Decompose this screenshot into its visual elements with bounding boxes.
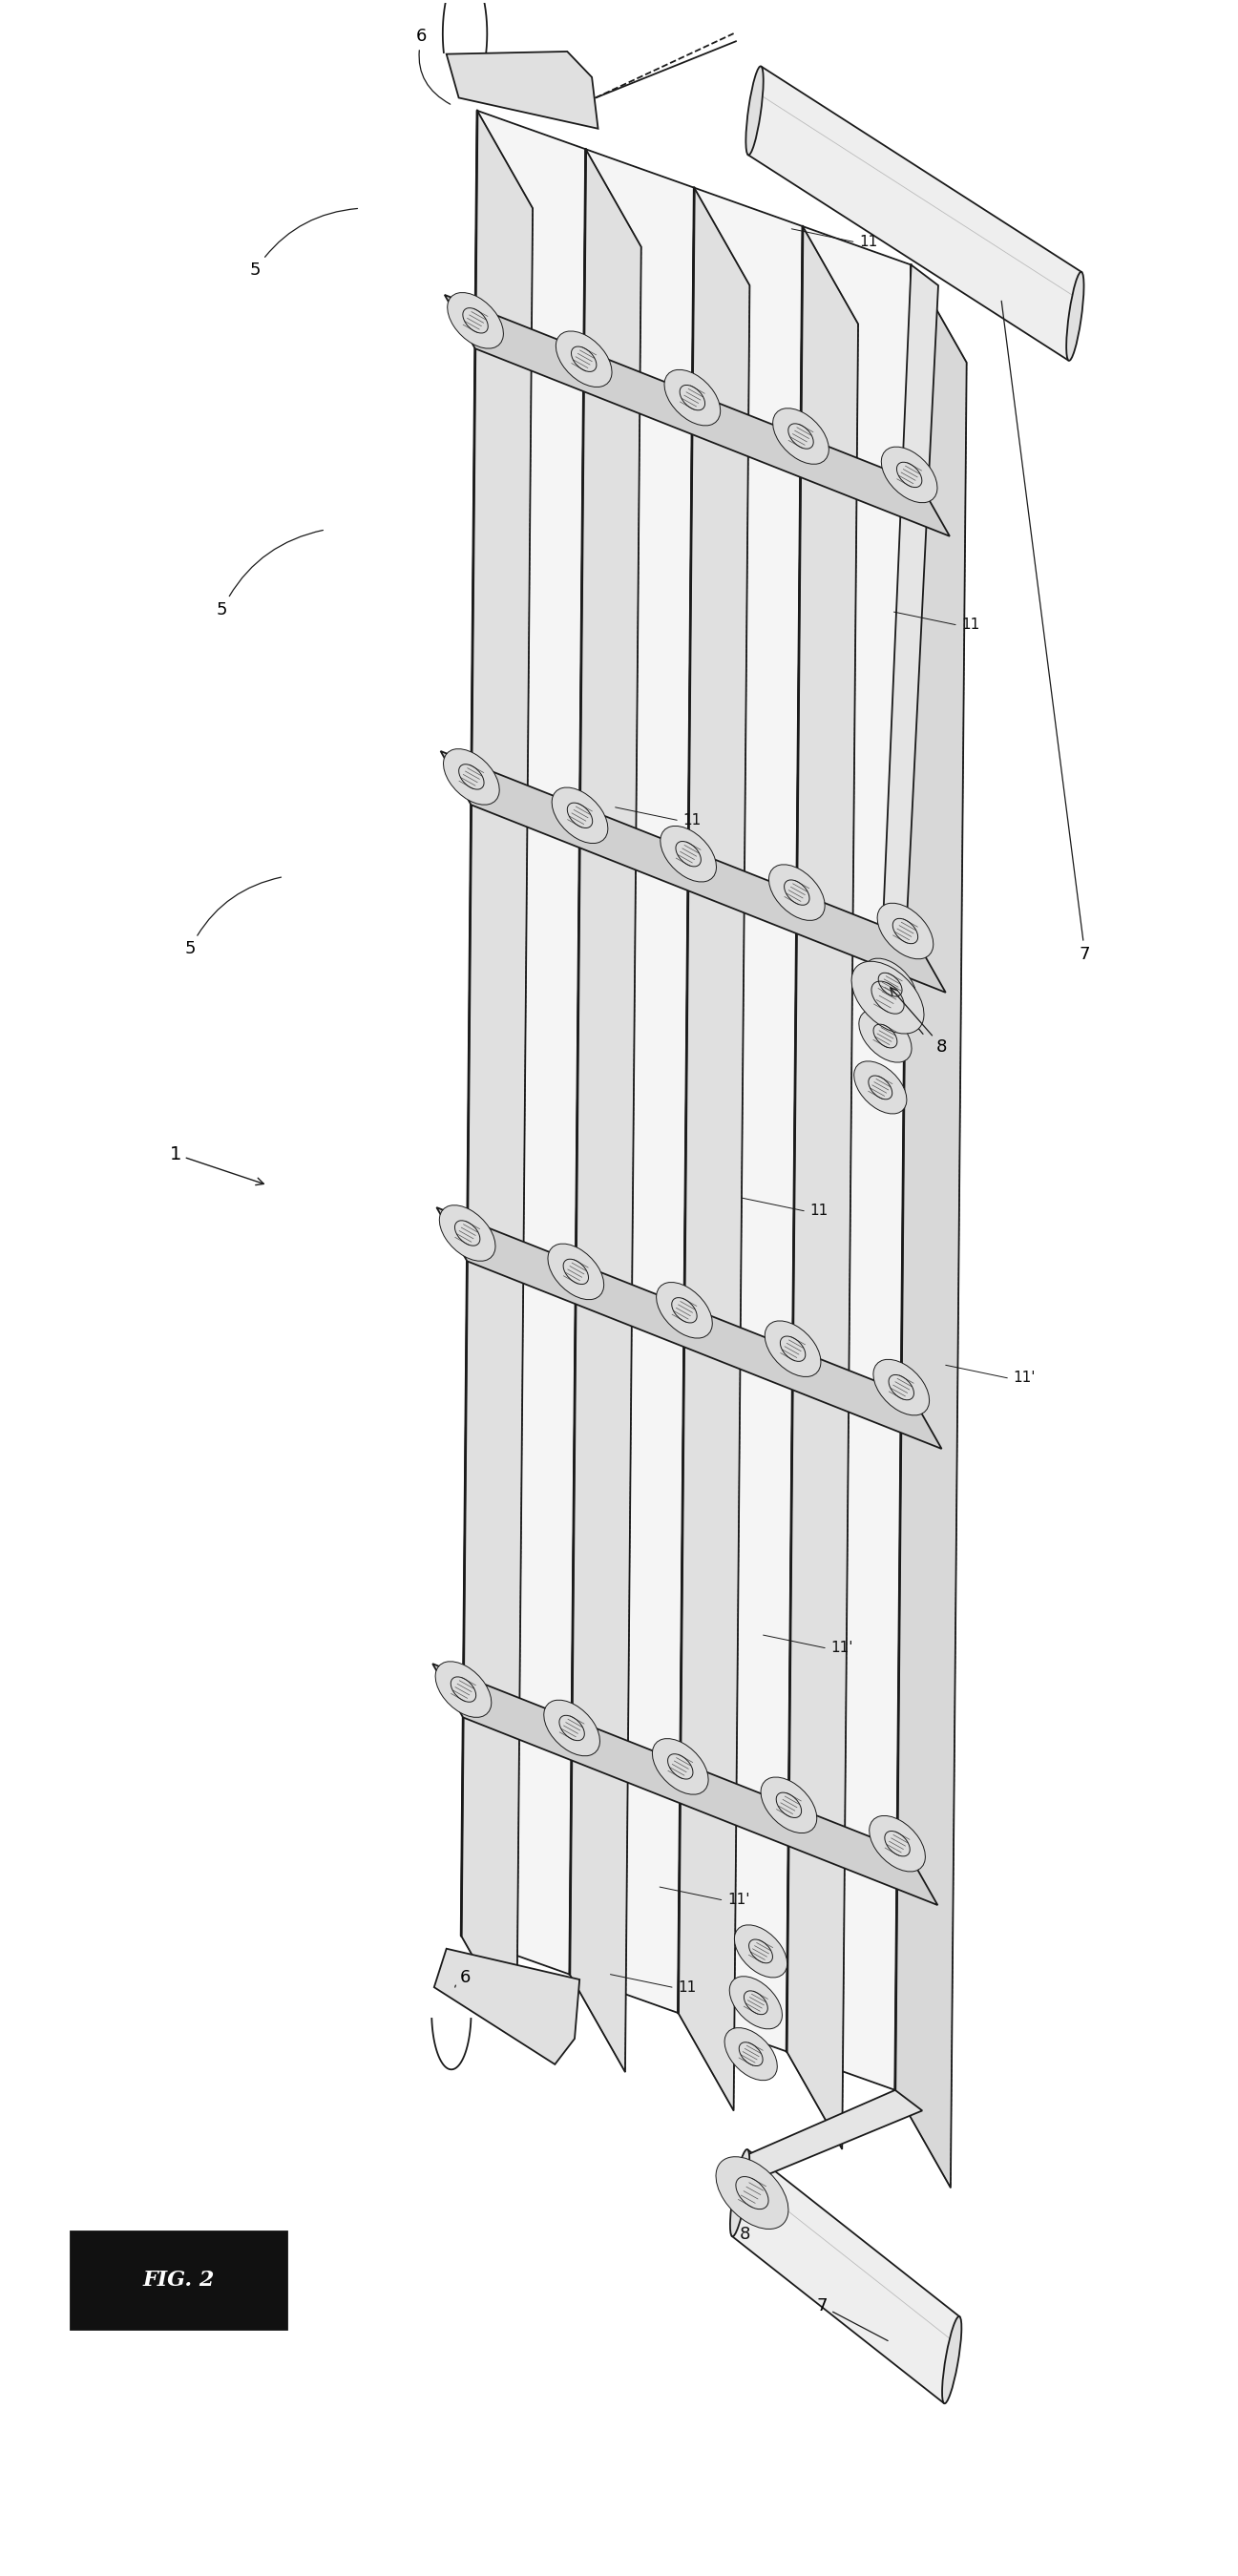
Polygon shape (447, 52, 598, 129)
Text: 5: 5 (184, 878, 281, 958)
Text: 11: 11 (859, 234, 878, 250)
Text: FIG. 2: FIG. 2 (142, 2269, 214, 2290)
Polygon shape (743, 2089, 922, 2174)
Polygon shape (462, 111, 586, 1973)
Ellipse shape (556, 332, 612, 386)
Text: 8: 8 (890, 987, 947, 1056)
Polygon shape (435, 1947, 579, 2063)
Text: 11: 11 (678, 1981, 697, 1994)
Ellipse shape (660, 827, 717, 881)
Text: 11': 11' (1014, 1370, 1036, 1386)
Ellipse shape (548, 1244, 604, 1301)
Polygon shape (441, 752, 946, 992)
Ellipse shape (859, 1010, 911, 1061)
Polygon shape (786, 227, 911, 2089)
Ellipse shape (852, 961, 924, 1033)
Ellipse shape (773, 407, 828, 464)
Ellipse shape (552, 788, 608, 842)
Ellipse shape (881, 446, 937, 502)
Text: 1: 1 (170, 1146, 264, 1185)
Ellipse shape (1066, 273, 1083, 361)
Text: 11': 11' (728, 1893, 750, 1906)
Polygon shape (437, 1208, 942, 1448)
Polygon shape (786, 227, 858, 2148)
Ellipse shape (730, 2148, 749, 2236)
Polygon shape (678, 188, 802, 2050)
Bar (71, 2231, 286, 2329)
Ellipse shape (724, 2027, 777, 2081)
Ellipse shape (873, 1360, 930, 1414)
Text: 5: 5 (250, 209, 358, 278)
Ellipse shape (765, 1321, 821, 1376)
Text: 11: 11 (683, 814, 702, 827)
Ellipse shape (854, 1061, 906, 1113)
Ellipse shape (443, 750, 499, 804)
Polygon shape (462, 111, 586, 1973)
Polygon shape (569, 149, 695, 2012)
Polygon shape (748, 67, 1082, 361)
Ellipse shape (447, 294, 504, 348)
Ellipse shape (543, 1700, 600, 1757)
Polygon shape (444, 294, 950, 536)
Polygon shape (462, 111, 532, 2032)
Text: 11': 11' (831, 1641, 853, 1654)
Ellipse shape (436, 1662, 491, 1718)
Ellipse shape (761, 1777, 817, 1834)
Polygon shape (732, 2148, 959, 2403)
Polygon shape (786, 227, 911, 2089)
Ellipse shape (878, 904, 933, 958)
Ellipse shape (716, 2156, 789, 2228)
Polygon shape (678, 188, 750, 2110)
Text: 11: 11 (962, 618, 980, 631)
Ellipse shape (745, 67, 764, 155)
Ellipse shape (439, 1206, 495, 1262)
Polygon shape (895, 265, 967, 2187)
Ellipse shape (864, 958, 916, 1010)
Ellipse shape (652, 1739, 708, 1795)
Polygon shape (880, 265, 938, 1005)
Polygon shape (432, 1664, 937, 1906)
Ellipse shape (869, 1816, 925, 1873)
Ellipse shape (656, 1283, 712, 1337)
Ellipse shape (769, 866, 825, 920)
Polygon shape (569, 149, 641, 2071)
Text: 6: 6 (416, 28, 451, 103)
Text: 7: 7 (1002, 301, 1091, 963)
Ellipse shape (729, 1976, 782, 2030)
Polygon shape (678, 188, 802, 2050)
Text: 8: 8 (739, 2226, 750, 2244)
Ellipse shape (734, 1924, 787, 1978)
Ellipse shape (942, 2316, 962, 2403)
Text: 5: 5 (217, 531, 323, 618)
Text: 11: 11 (810, 1203, 828, 1218)
Text: 6: 6 (456, 1968, 470, 1986)
Text: 7: 7 (817, 2298, 888, 2342)
Polygon shape (569, 149, 695, 2012)
Ellipse shape (665, 371, 721, 425)
